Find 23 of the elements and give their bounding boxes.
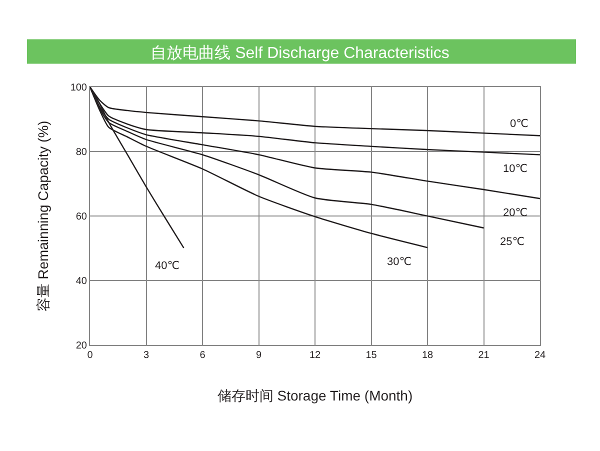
x-tick-label: 18 xyxy=(422,350,434,361)
series-label: 20℃ xyxy=(503,207,528,219)
series-label: 10℃ xyxy=(503,163,528,175)
y-tick-label: 100 xyxy=(70,82,88,94)
series-label: 25℃ xyxy=(500,236,525,248)
x-tick-label: 12 xyxy=(309,350,321,361)
series-label: 30℃ xyxy=(387,256,412,268)
y-axis-title: 容量 Remainning Capacity (%) xyxy=(34,120,51,312)
x-tick-label: 0 xyxy=(87,350,94,361)
y-tick-label: 20 xyxy=(76,340,88,352)
x-axis-title: 储存时间 Storage Time (Month) xyxy=(217,387,413,404)
x-tick-label: 21 xyxy=(478,350,490,361)
x-tick-label: 3 xyxy=(143,350,150,361)
y-tick-label: 40 xyxy=(76,276,88,287)
x-tick-label: 24 xyxy=(534,350,546,361)
chart-title: 自放电曲线 Self Discharge Characteristics xyxy=(150,44,450,62)
y-tick-label: 60 xyxy=(76,212,88,222)
series-label: 40℃ xyxy=(155,260,180,272)
x-tick-label: 6 xyxy=(200,350,206,361)
y-tick-label: 80 xyxy=(76,147,88,158)
x-tick-label: 9 xyxy=(256,350,262,361)
x-tick-label: 15 xyxy=(366,350,378,361)
series-label: 0℃ xyxy=(510,118,528,130)
